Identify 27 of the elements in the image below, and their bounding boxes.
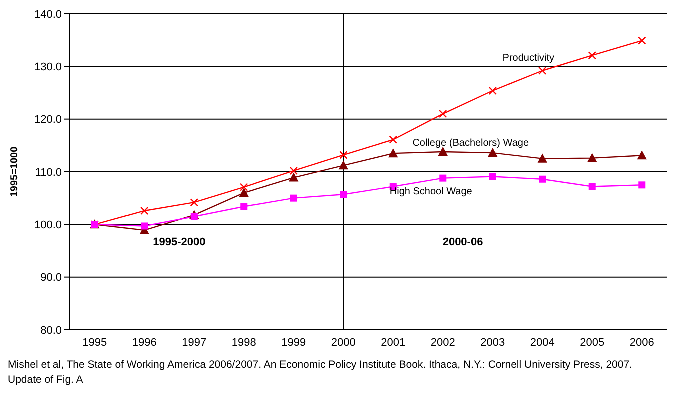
annotation: 1995-2000 xyxy=(153,236,206,249)
x-tick-label: 2001 xyxy=(381,336,406,349)
y-tick-label: 140.0 xyxy=(34,8,62,21)
x-tick-label: 1997 xyxy=(182,336,207,349)
annotation: 2000-06 xyxy=(442,236,484,249)
text: Update of Fig. A xyxy=(8,373,84,388)
y-tick-label: 120.0 xyxy=(34,114,62,126)
y-tick-label: 80.0 xyxy=(40,324,62,337)
x-tick-label: 2006 xyxy=(630,336,654,349)
x-tick-label: 1995 xyxy=(82,336,108,349)
text: Mishel et al, The State of Working America 2006/2007. An Economic Policy Institute Book. Ithaca, N.Y.: Cornell University Press, 2007. xyxy=(8,358,634,373)
x-tick-label: 2003 xyxy=(480,336,506,349)
x-tick-label: 2002 xyxy=(430,336,456,349)
y-tick-label: 100.0 xyxy=(34,220,62,232)
x-tick-label: 1999 xyxy=(282,336,306,349)
series-label: High School Wage xyxy=(390,186,473,198)
x-tick-label: 2000 xyxy=(331,336,356,349)
series-label: Productivity xyxy=(502,52,554,64)
y-axis-title: 1995=1000 xyxy=(10,146,21,198)
x-tick-label: 1996 xyxy=(132,336,157,349)
y-tick-label: 130.0 xyxy=(34,62,62,74)
y-tick-label: 110.0 xyxy=(35,166,62,179)
x-tick-label: 2004 xyxy=(530,336,555,349)
x-tick-label: 1998 xyxy=(232,336,256,349)
x-tick-label: 2005 xyxy=(580,336,605,349)
y-tick-label: 90.0 xyxy=(40,272,62,284)
series-label: College (Bachelors) Wage xyxy=(412,138,530,150)
